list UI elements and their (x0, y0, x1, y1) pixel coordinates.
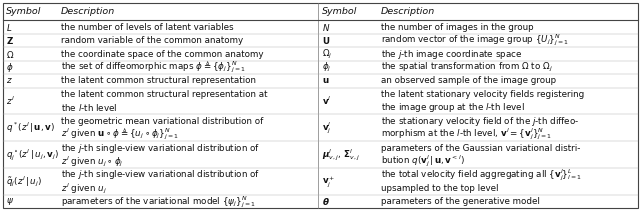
Text: $\mathbf{v}_j^+$: $\mathbf{v}_j^+$ (322, 174, 335, 189)
Text: the image group at the $l$-th level: the image group at the $l$-th level (381, 101, 525, 114)
Text: $N$: $N$ (322, 22, 330, 33)
Text: $z^l$ given $\mathbf{u}\circ\phi \triangleq \{u_j\circ\phi_j\}_{j=1}^N$: $z^l$ given $\mathbf{u}\circ\phi \triang… (61, 127, 179, 142)
Text: the number of images in the group: the number of images in the group (381, 23, 533, 32)
Text: upsampled to the top level: upsampled to the top level (381, 184, 499, 193)
Text: the set of diffeomorphic maps $\phi \triangleq \{\phi_j\}_{j=1}^N$: the set of diffeomorphic maps $\phi \tri… (61, 60, 246, 75)
Text: $\mathbf{v}_j^l$: $\mathbf{v}_j^l$ (322, 120, 332, 136)
Text: Symbol: Symbol (322, 7, 357, 16)
Text: $q^*(z^l\,|\,\mathbf{u},\mathbf{v})$: $q^*(z^l\,|\,\mathbf{u},\mathbf{v})$ (6, 121, 55, 135)
Text: parameters of the variational model $\{\psi_j\}_{j=1}^N$: parameters of the variational model $\{\… (61, 194, 255, 210)
Text: $L$: $L$ (6, 22, 13, 33)
Text: the stationary velocity field of the $j$-th diffeo-: the stationary velocity field of the $j$… (381, 115, 579, 128)
Text: an observed sample of the image group: an observed sample of the image group (381, 76, 556, 85)
Text: $\phi_j$: $\phi_j$ (322, 61, 332, 74)
Text: $\mathbf{u}$: $\mathbf{u}$ (322, 76, 330, 85)
Text: parameters of the Gaussian variational distri-: parameters of the Gaussian variational d… (381, 143, 580, 153)
Text: parameters of the generative model: parameters of the generative model (381, 197, 540, 206)
Text: the spatial transformation from $\Omega$ to $\Omega_j$: the spatial transformation from $\Omega$… (381, 61, 553, 74)
Text: the coordinate space of the common anatomy: the coordinate space of the common anato… (61, 50, 263, 58)
Text: the latent common structural representation: the latent common structural representat… (61, 76, 256, 85)
Text: $\mathbf{v}^l$: $\mathbf{v}^l$ (322, 95, 332, 107)
Text: $z^l$ given $u_j\circ\phi_j$: $z^l$ given $u_j\circ\phi_j$ (61, 154, 124, 169)
Text: the number of levels of latent variables: the number of levels of latent variables (61, 23, 234, 32)
Text: the $j$-th image coordinate space: the $j$-th image coordinate space (381, 47, 522, 61)
Text: Symbol: Symbol (6, 7, 42, 16)
Text: Description: Description (61, 7, 115, 16)
Text: the $l$-th level: the $l$-th level (61, 102, 117, 113)
Text: the $j$-th single-view variational distribution of: the $j$-th single-view variational distr… (61, 142, 260, 154)
Text: the geometric mean variational distribution of: the geometric mean variational distribut… (61, 117, 263, 126)
Text: the latent stationary velocity fields registering: the latent stationary velocity fields re… (381, 90, 584, 99)
Text: bution $q(\mathbf{v}_j^l\,|\,\mathbf{u},\mathbf{v}^{<l})$: bution $q(\mathbf{v}_j^l\,|\,\mathbf{u},… (381, 154, 465, 169)
Text: random vector of the image group $\{U_j\}_{j=1}^N$: random vector of the image group $\{U_j\… (381, 33, 569, 48)
Text: $\tilde{q}_j(z^l\,|\,u_j)$: $\tilde{q}_j(z^l\,|\,u_j)$ (6, 174, 42, 189)
Text: random variable of the common anatomy: random variable of the common anatomy (61, 36, 243, 45)
Text: the $j$-th single-view variational distribution of: the $j$-th single-view variational distr… (61, 168, 260, 181)
Text: morphism at the $l$-th level, $\mathbf{v}^l=\{\mathbf{v}_j^l\}_{j=1}^N$: morphism at the $l$-th level, $\mathbf{v… (381, 127, 552, 142)
Text: $\phi$: $\phi$ (6, 61, 14, 74)
Text: $\Omega$: $\Omega$ (6, 49, 15, 60)
Text: $\Omega_j$: $\Omega_j$ (322, 47, 332, 61)
Text: the total velocity field aggregating all $\{\mathbf{v}_j^l\}_{l=1}^L$: the total velocity field aggregating all… (381, 167, 582, 183)
Text: the latent common structural representation at: the latent common structural representat… (61, 90, 268, 99)
Text: $z^l$: $z^l$ (6, 95, 15, 107)
Text: $q_j^\circ(z^l\,|\,u_j,\mathbf{v}_j)$: $q_j^\circ(z^l\,|\,u_j,\mathbf{v}_j)$ (6, 147, 60, 162)
Text: $\mathbf{U}$: $\mathbf{U}$ (322, 35, 330, 46)
Text: $\boldsymbol{\mu}_{v,j}^l,\,\boldsymbol{\Sigma}_{v,j}^l$: $\boldsymbol{\mu}_{v,j}^l,\,\boldsymbol{… (322, 147, 360, 162)
Text: Description: Description (381, 7, 435, 16)
Text: $\mathbf{Z}$: $\mathbf{Z}$ (6, 35, 14, 46)
Text: $\boldsymbol{\theta}$: $\boldsymbol{\theta}$ (322, 196, 330, 207)
Text: $z$: $z$ (6, 76, 13, 85)
Text: $\psi$: $\psi$ (6, 196, 14, 207)
Text: $z^l$ given $u_j$: $z^l$ given $u_j$ (61, 181, 107, 196)
